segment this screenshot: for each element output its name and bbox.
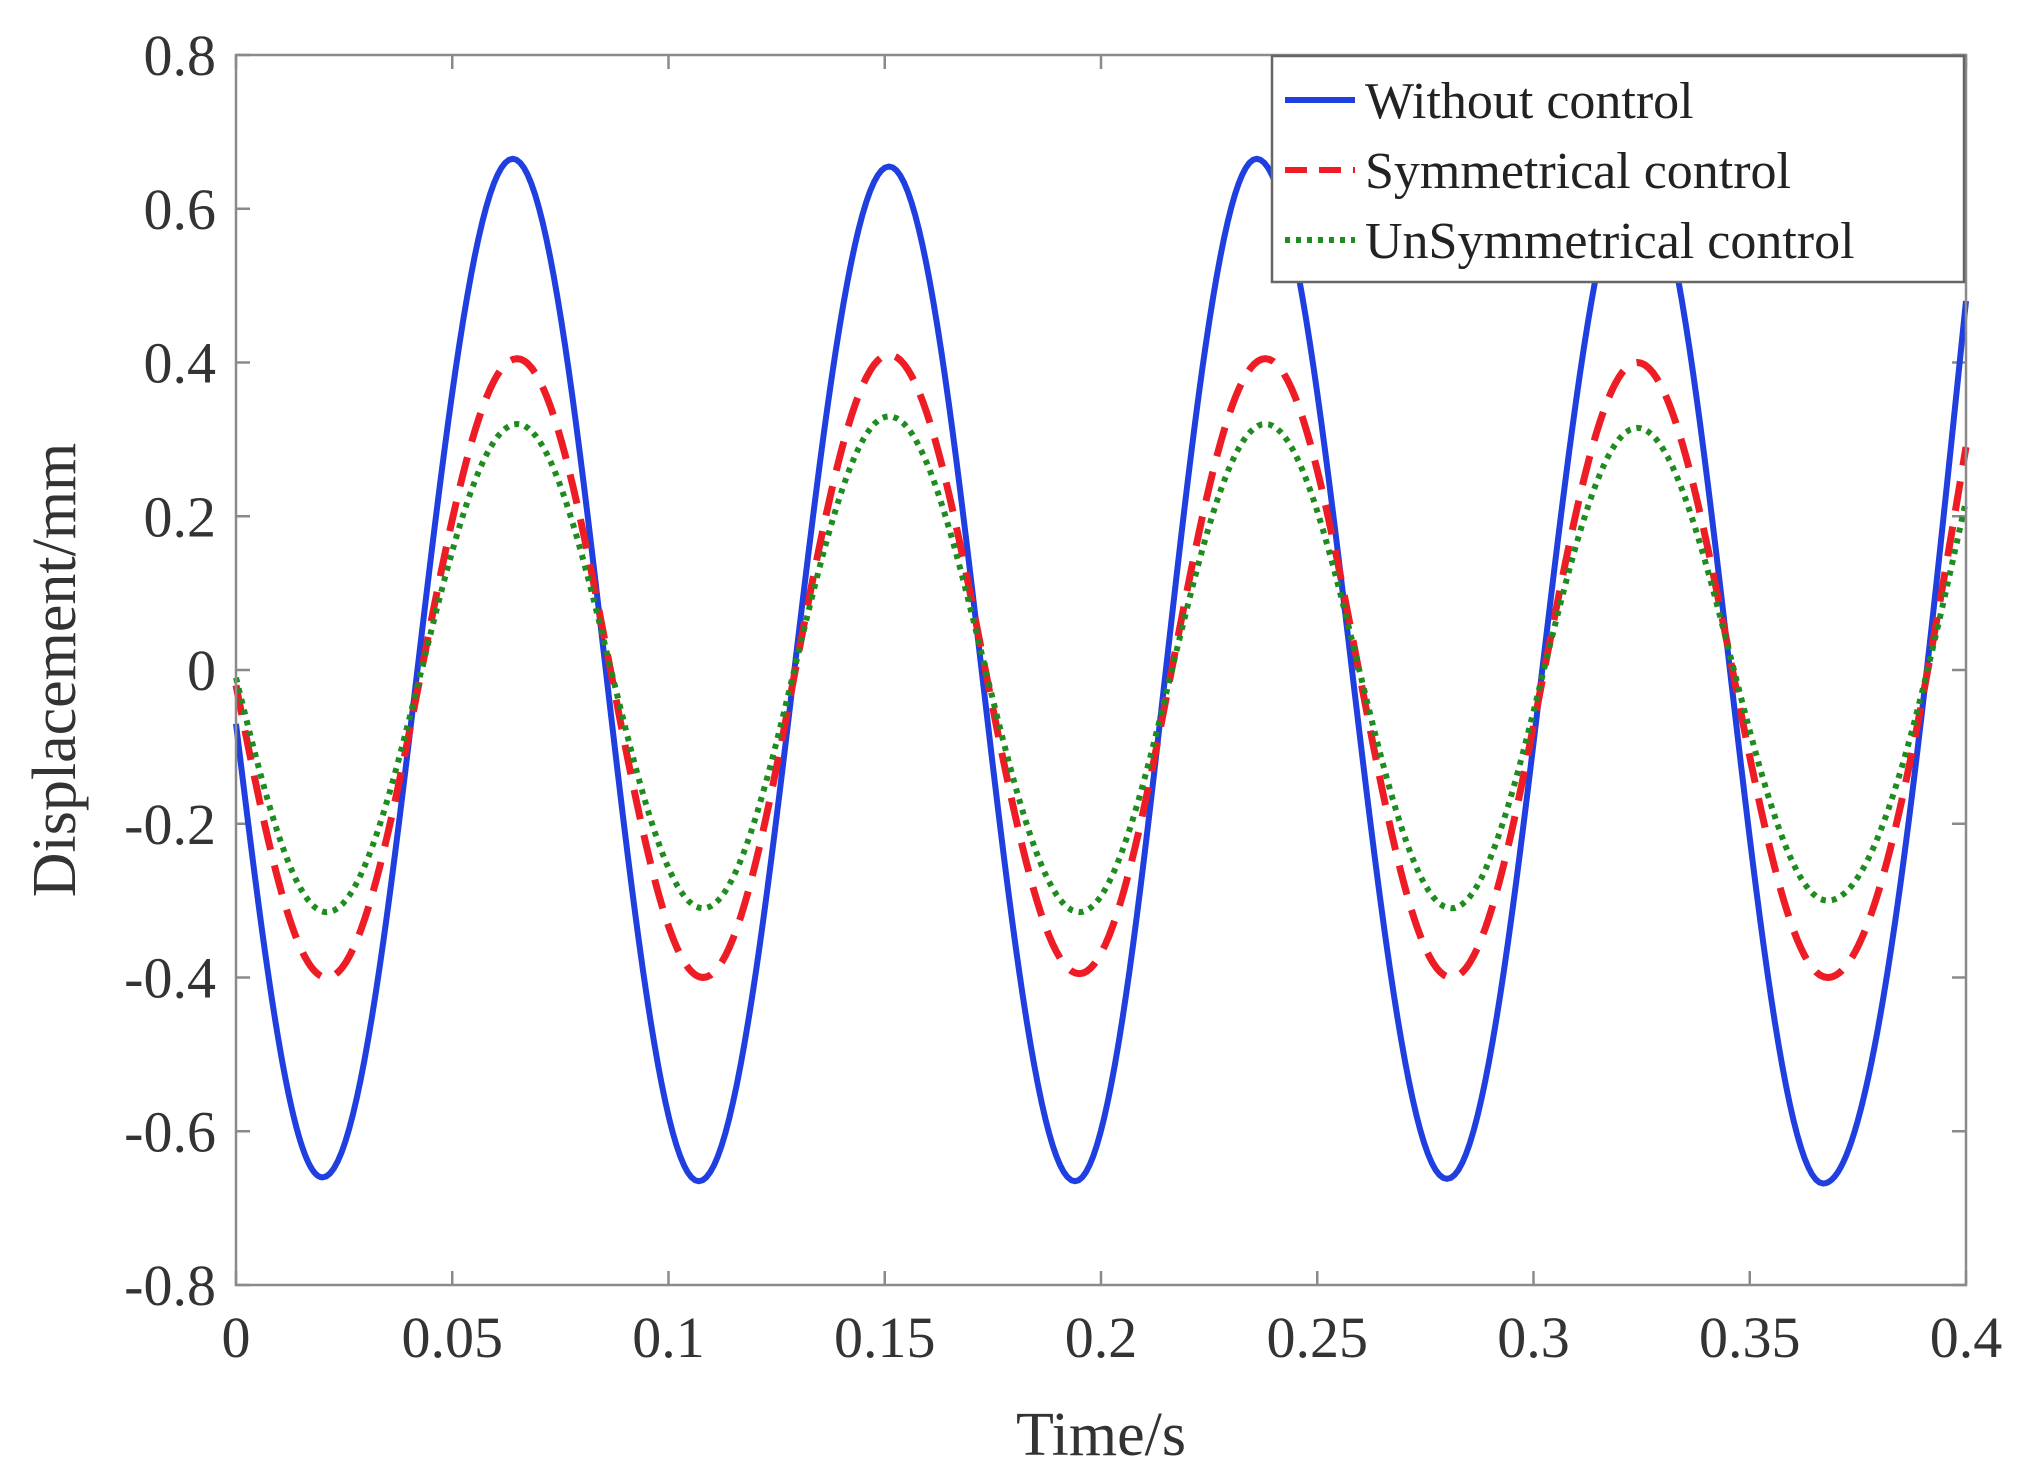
series-line [233,155,1969,1187]
legend-label: Symmetrical control [1365,143,1791,200]
y-tick-label: -0.4 [124,946,216,1011]
x-tick-label: 0 [222,1305,251,1370]
legend-label: UnSymmetrical control [1365,213,1855,270]
y-tick-label: 0.6 [144,177,217,242]
x-tick-label: 0.25 [1267,1305,1369,1370]
y-tick-label: 0.8 [144,23,217,88]
x-tick-label: 0.15 [834,1305,936,1370]
series-line [233,413,1969,916]
legend-label: Without control [1365,73,1694,130]
y-tick-label: -0.8 [124,1253,216,1318]
y-tick-label: -0.6 [124,1099,216,1164]
x-tick-label: 0.05 [402,1305,504,1370]
y-tick-label: 0.2 [144,484,217,549]
legend-items: Without control Symmetrical control UnSymm… [1285,73,1855,270]
x-tick-label: 0.35 [1699,1305,1801,1370]
y-tick-label: 0.4 [144,331,217,396]
x-tick-label: 0.1 [632,1305,705,1370]
x-tick-label: 0.3 [1497,1305,1570,1370]
series-line [232,351,1970,981]
y-tick-label: -0.2 [124,792,216,857]
x-axis-title: Time/s [1016,1401,1186,1469]
x-tick-label: 0.2 [1065,1305,1138,1370]
plot-area-frame [234,53,1968,1287]
y-tick-label: 0 [187,638,216,703]
legend: Without control Symmetrical control UnSymm… [1270,54,1966,284]
tick-labels-layer: 0 0.05 0.1 0.15 0.2 0.25 0.3 0.35 0.4 0.8 0.6 0.4 0.… [124,23,2002,1370]
x-tick-label: 0.4 [1930,1305,2003,1370]
series-layer [232,155,1970,1187]
legend-box [1270,54,1966,284]
y-axis-title: Displacement/mm [21,443,89,898]
